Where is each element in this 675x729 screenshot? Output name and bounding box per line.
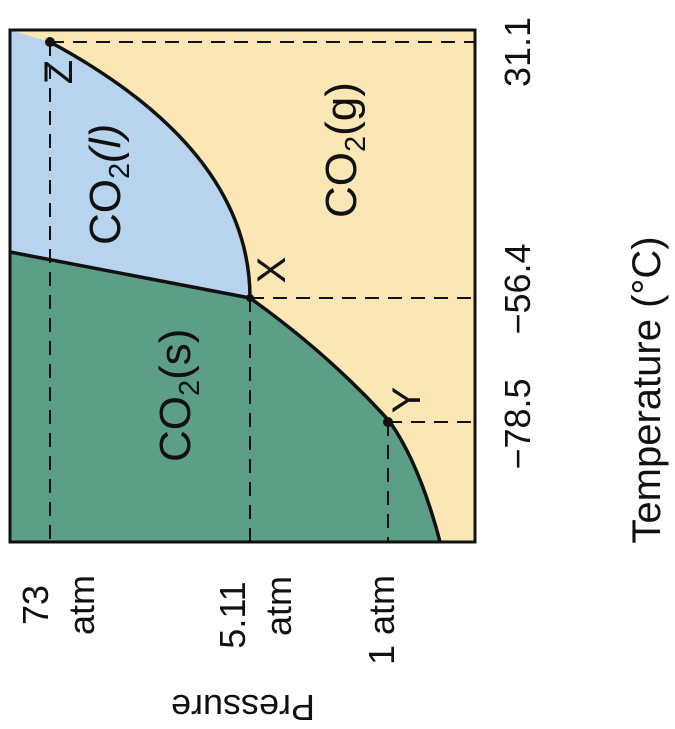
- temperature-tick-minus-56.4: −56.4: [497, 243, 538, 334]
- temperature-tick-minus-78.5: −78.5: [497, 378, 538, 469]
- liquid-gas-boundary: [49, 40, 252, 299]
- critical-point-z: [45, 37, 55, 47]
- plot-frame: [8, 28, 477, 544]
- temperature-tick-31.1: 31.1: [497, 17, 538, 87]
- temperature-axis-title: Temperature (°C): [625, 236, 669, 543]
- point-x-label: X: [250, 257, 294, 284]
- liquid-region-label: CO2(l): [81, 124, 136, 245]
- pressure-tick-1-atm: 1 atm: [361, 575, 402, 665]
- pressure-tick-5.11-unit: atm: [258, 576, 299, 636]
- liquid-region: [10, 30, 250, 298]
- triple-point-x: [246, 294, 254, 302]
- pressure-tick-5.11-value: 5.11: [212, 581, 253, 648]
- solid-region-label: CO2(s): [151, 329, 206, 462]
- solid-region: [10, 252, 440, 542]
- pressure-axis-title: Pressure: [171, 687, 315, 728]
- point-y-label: Y: [385, 387, 429, 414]
- pressure-tick-73-value: 73: [15, 585, 56, 625]
- point-z-label: Z: [37, 60, 81, 84]
- point-y: [383, 417, 393, 427]
- guide-lines: [49, 41, 475, 542]
- gas-region-label: CO2(g): [317, 82, 372, 218]
- pressure-tick-73-unit: atm: [61, 575, 102, 635]
